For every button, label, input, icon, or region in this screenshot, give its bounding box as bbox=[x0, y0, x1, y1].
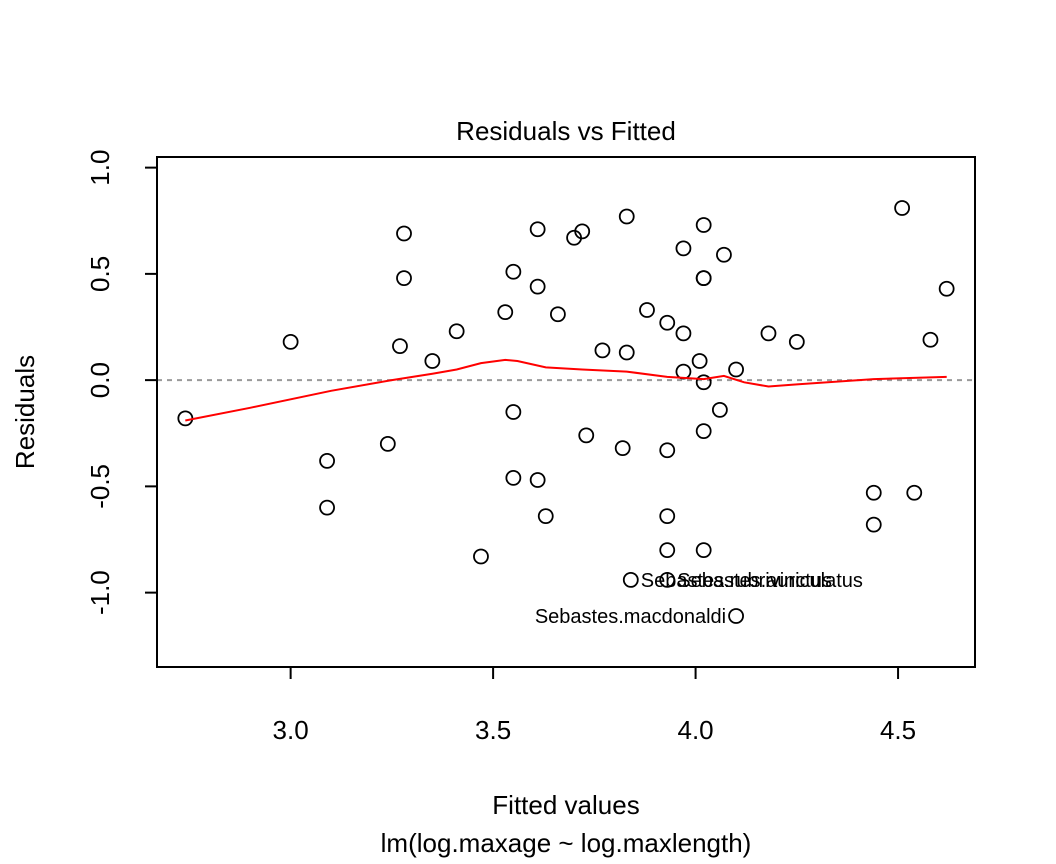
data-point bbox=[922, 331, 939, 348]
data-point bbox=[906, 484, 923, 501]
data-point bbox=[396, 270, 412, 287]
y-tick-label: 0.5 bbox=[85, 256, 115, 292]
data-point bbox=[529, 278, 546, 295]
data-point bbox=[594, 342, 611, 359]
point-annotation: Sebastes.auriculatus bbox=[677, 570, 863, 592]
data-point bbox=[448, 323, 465, 340]
data-point bbox=[282, 333, 299, 350]
data-point bbox=[659, 542, 676, 559]
data-point bbox=[529, 472, 546, 488]
x-tick-label: 3.5 bbox=[475, 715, 511, 745]
point-annotation: Sebastes.rubrivinctus bbox=[641, 570, 832, 592]
data-point bbox=[529, 221, 546, 238]
data-point bbox=[865, 516, 882, 533]
data-point bbox=[319, 452, 335, 469]
data-point bbox=[505, 404, 522, 420]
data-point bbox=[639, 302, 655, 318]
x-axis-subtitle: lm(log.maxage ~ log.maxlength) bbox=[381, 828, 752, 858]
data-point bbox=[659, 571, 676, 588]
data-points bbox=[177, 200, 955, 624]
data-point bbox=[379, 435, 396, 452]
data-point bbox=[424, 353, 441, 369]
chart-title: Residuals vs Fitted bbox=[456, 116, 676, 146]
data-point bbox=[728, 361, 744, 378]
data-point bbox=[659, 442, 676, 459]
data-point bbox=[578, 427, 595, 444]
data-point bbox=[728, 608, 744, 624]
x-axis-title: Fitted values bbox=[492, 790, 639, 820]
data-point bbox=[537, 508, 554, 525]
data-point bbox=[711, 401, 728, 418]
data-point bbox=[675, 363, 692, 380]
smooth-line bbox=[185, 358, 947, 422]
data-point bbox=[319, 499, 335, 516]
data-point bbox=[505, 263, 522, 280]
x-tick-label: 4.5 bbox=[880, 715, 916, 745]
data-point bbox=[505, 469, 522, 486]
data-point bbox=[695, 217, 712, 233]
data-point bbox=[675, 240, 692, 257]
data-point bbox=[574, 223, 591, 240]
x-tick-label: 4.0 bbox=[678, 715, 714, 745]
x-axis: 3.0 3.5 4.0 4.5 bbox=[273, 666, 916, 745]
y-tick-label: 0.0 bbox=[85, 362, 115, 398]
data-point bbox=[938, 280, 955, 297]
data-point bbox=[396, 225, 412, 242]
y-axis: -1.0 -0.5 0.0 0.5 1.0 bbox=[85, 150, 158, 615]
data-point bbox=[695, 374, 712, 391]
data-point bbox=[618, 344, 635, 361]
data-point bbox=[788, 333, 805, 350]
data-point bbox=[894, 200, 911, 216]
data-point bbox=[659, 314, 676, 331]
point-annotation: Sebastes.macdonaldi bbox=[535, 606, 726, 628]
data-point bbox=[691, 353, 708, 369]
point-annotations: Sebastes.rubrivinctusSebastes.auriculatu… bbox=[535, 570, 863, 628]
y-axis-title: Residuals bbox=[10, 355, 40, 469]
data-point bbox=[177, 410, 194, 427]
y-tick-label: 1.0 bbox=[85, 150, 115, 186]
data-point bbox=[550, 306, 566, 323]
data-point bbox=[473, 548, 489, 565]
data-point bbox=[614, 440, 631, 457]
data-point bbox=[695, 423, 712, 440]
y-tick-label: -1.0 bbox=[85, 570, 115, 615]
data-point bbox=[865, 484, 882, 501]
data-point bbox=[675, 325, 692, 342]
data-point bbox=[695, 542, 712, 559]
data-point bbox=[618, 208, 635, 225]
x-tick-label: 3.0 bbox=[273, 715, 309, 745]
data-point bbox=[497, 304, 514, 321]
y-tick-label: -0.5 bbox=[85, 464, 115, 509]
data-point bbox=[392, 338, 408, 355]
data-point bbox=[622, 571, 639, 588]
data-point bbox=[695, 270, 712, 287]
data-point bbox=[659, 508, 676, 525]
data-point bbox=[716, 246, 732, 263]
data-point bbox=[760, 325, 777, 342]
